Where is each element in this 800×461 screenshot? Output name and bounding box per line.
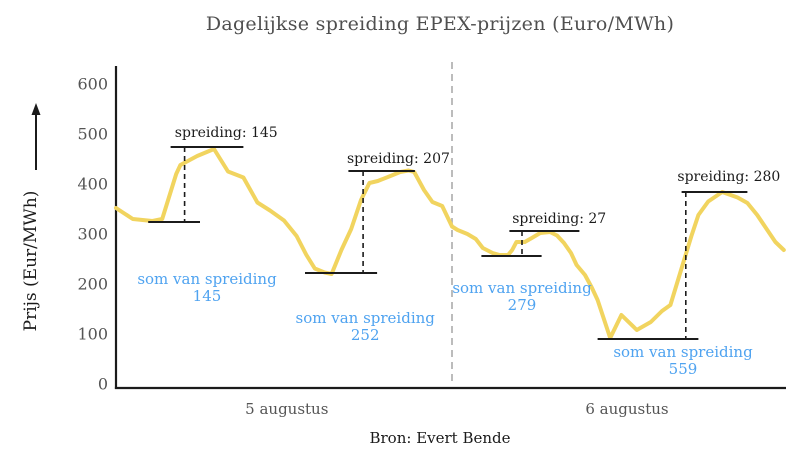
spread-label: spreiding: 280 [677, 169, 780, 185]
y-tick-label: 500 [77, 125, 108, 144]
y-axis-title: Prijs (Eur/MWh) [21, 191, 41, 332]
sum-label-text: som van spreiding [137, 270, 277, 288]
chart-title: Dagelijkse spreiding EPEX-prijzen (Euro/… [205, 13, 675, 35]
price-line [114, 147, 786, 340]
y-tick-label: 0 [98, 375, 108, 394]
y-axis-arrow-head [31, 103, 41, 115]
y-tick-label: 300 [77, 225, 108, 244]
y-tick-label: 200 [77, 275, 108, 294]
spread-label: spreiding: 145 [175, 125, 278, 141]
y-tick-label: 400 [77, 175, 108, 194]
sum-label-value: 279 [508, 296, 537, 314]
spread-label: spreiding: 207 [347, 151, 450, 167]
y-tick-label: 600 [77, 75, 108, 94]
sum-label-text: som van spreiding [452, 279, 592, 297]
sum-label-text: som van spreiding [613, 343, 753, 361]
spread-label: spreiding: 27 [512, 211, 606, 227]
sum-label-text: som van spreiding [296, 309, 436, 327]
source-credit: Bron: Evert Bende [369, 429, 511, 447]
sum-label-value: 145 [193, 287, 222, 305]
y-tick-label: 100 [77, 325, 108, 344]
x-day-label: 5 augustus [245, 400, 328, 418]
sum-label-value: 252 [351, 326, 380, 344]
x-day-label: 6 augustus [585, 400, 668, 418]
sum-label-value: 559 [669, 360, 698, 378]
